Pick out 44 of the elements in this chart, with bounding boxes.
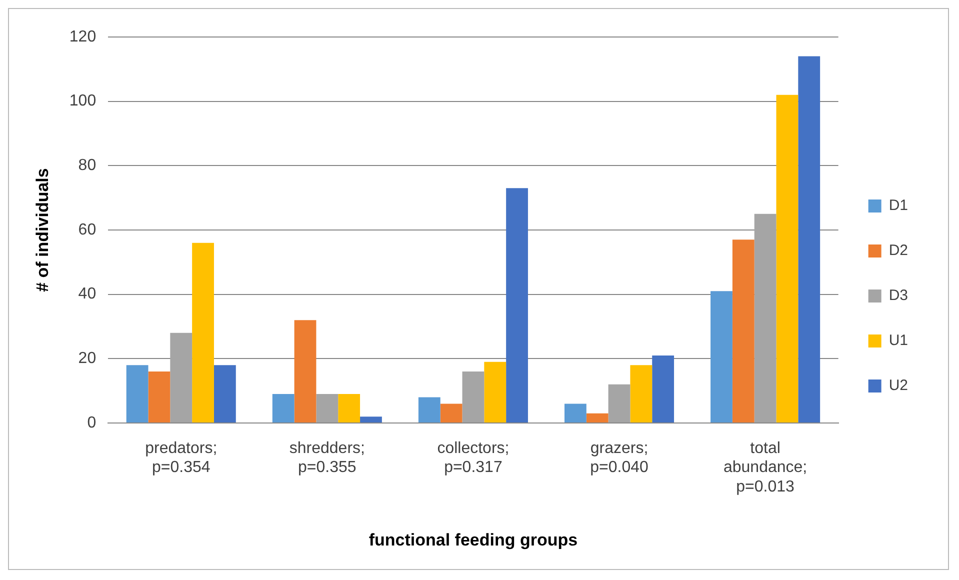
bar: [418, 397, 440, 422]
bar: [462, 372, 484, 422]
bar: [440, 404, 462, 422]
bar: [710, 291, 732, 422]
bar: [338, 394, 360, 422]
bar: [732, 240, 754, 422]
y-tick-label: 120: [69, 28, 96, 46]
bar: [170, 332, 192, 422]
bar: [126, 365, 148, 422]
bar: [506, 188, 528, 422]
legend-label: D3: [888, 287, 908, 304]
x-tick-label: predators; p=0.354: [145, 440, 218, 476]
y-tick-label: 0: [87, 414, 96, 432]
x-tick-label: total abundance; p=0.013: [723, 440, 808, 496]
x-axis-title: functional feeding groups: [368, 530, 578, 550]
bar: [564, 404, 586, 422]
y-tick-label: 100: [69, 92, 96, 110]
bar: [754, 214, 776, 422]
legend-label: D2: [888, 242, 908, 260]
legend-label: D1: [888, 197, 908, 214]
bar: [484, 362, 506, 422]
y-axis-title: # of individuals: [32, 168, 52, 292]
x-tick-label: grazers; p=0.040: [590, 440, 648, 476]
bar: [272, 394, 294, 422]
legend-label: U1: [888, 332, 908, 350]
bar: [586, 413, 608, 422]
bar: [316, 394, 338, 422]
bar: [776, 94, 798, 422]
bar: [148, 372, 170, 422]
bar: [652, 355, 674, 422]
x-tick-label: shredders; p=0.355: [289, 440, 365, 476]
legend-label: U2: [888, 377, 908, 394]
y-tick-label: 40: [78, 286, 96, 303]
bar: [214, 365, 236, 422]
bar: [798, 56, 820, 422]
bar: [192, 242, 214, 422]
bar: [608, 384, 630, 422]
bar: [360, 416, 382, 422]
y-tick-label: 20: [78, 350, 96, 368]
x-tick-label: collectors; p=0.317: [437, 440, 510, 476]
bar: [294, 320, 316, 422]
y-tick-label: 80: [78, 157, 96, 174]
bar: [630, 365, 652, 422]
y-tick-label: 60: [78, 221, 96, 238]
